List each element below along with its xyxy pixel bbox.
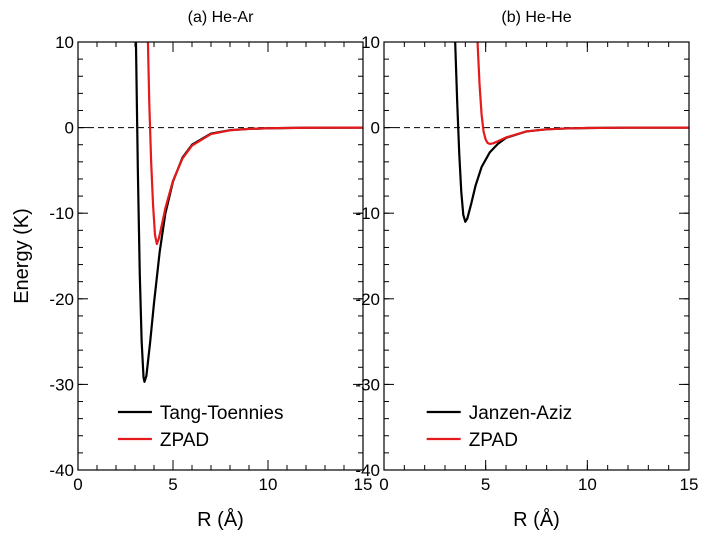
x-tick-label: 10 <box>259 475 278 494</box>
y-tick-label: -10 <box>49 204 74 223</box>
x-tick-label: 0 <box>73 475 82 494</box>
y-tick-label: -30 <box>355 375 380 394</box>
series-line <box>476 42 689 145</box>
panel-title: (a) He-Ar <box>188 9 254 26</box>
series-line <box>454 42 689 223</box>
legend-label: ZPAD <box>160 430 209 451</box>
plot-frame <box>77 41 364 471</box>
x-tick-label: 15 <box>680 475 699 494</box>
x-tick-label: 5 <box>168 475 177 494</box>
y-axis-label: Energy (K) <box>11 208 33 304</box>
y-tick-label: -10 <box>355 204 380 223</box>
legend-label: Janzen-Aziz <box>469 403 573 424</box>
panel-title: (b) He-He <box>501 9 571 26</box>
legend-label: Tang-Toennies <box>160 403 284 424</box>
x-axis-label: R (Å) <box>197 508 244 531</box>
y-tick-label: -40 <box>49 461 74 480</box>
x-axis-label: R (Å) <box>513 508 560 531</box>
y-tick-label: -30 <box>49 375 74 394</box>
y-tick-label: 0 <box>65 119 74 138</box>
y-tick-label: 10 <box>361 33 380 52</box>
y-tick-label: -40 <box>355 461 380 480</box>
panel: (a) He-Ar R (Å) Energy (K) 0 5 10 15 -40 -30 -20 -… <box>11 9 372 531</box>
series-line <box>146 42 363 246</box>
x-tick-label: 0 <box>379 475 388 494</box>
panel: (b) He-HeR (Å)0 5 10 15-40-30-20-10010Janze… <box>355 9 698 531</box>
series-line <box>134 42 363 383</box>
x-tick-label: 15 <box>354 475 373 494</box>
x-tick-label: 5 <box>481 475 490 494</box>
y-tick-label: -20 <box>355 290 380 309</box>
legend-label: ZPAD <box>469 430 518 451</box>
y-tick-label: 10 <box>55 33 74 52</box>
y-tick-label: 0 <box>371 119 380 138</box>
y-tick-label: -20 <box>49 290 74 309</box>
plot-frame <box>383 41 690 471</box>
x-tick-label: 10 <box>578 475 597 494</box>
